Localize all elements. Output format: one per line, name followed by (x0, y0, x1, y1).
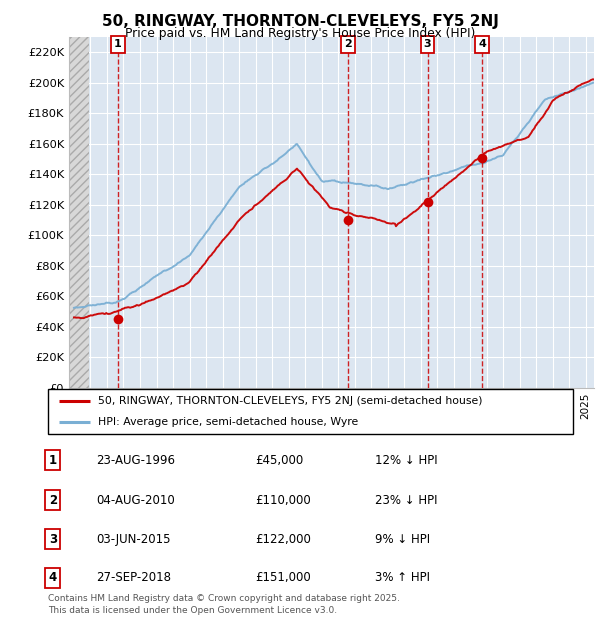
Text: Price paid vs. HM Land Registry's House Price Index (HPI): Price paid vs. HM Land Registry's House … (125, 27, 475, 40)
Text: HPI: Average price, semi-detached house, Wyre: HPI: Average price, semi-detached house,… (98, 417, 358, 427)
Text: 1: 1 (49, 454, 57, 466)
Text: 4: 4 (479, 40, 487, 50)
Text: £122,000: £122,000 (255, 533, 311, 546)
Text: 27-SEP-2018: 27-SEP-2018 (96, 572, 171, 584)
Text: 03-JUN-2015: 03-JUN-2015 (96, 533, 170, 546)
Text: 12% ↓ HPI: 12% ↓ HPI (375, 454, 437, 466)
Text: 50, RINGWAY, THORNTON-CLEVELEYS, FY5 2NJ (semi-detached house): 50, RINGWAY, THORNTON-CLEVELEYS, FY5 2NJ… (98, 396, 482, 406)
Text: 1: 1 (114, 40, 121, 50)
Bar (69, 37, 89, 387)
FancyBboxPatch shape (48, 389, 573, 434)
Text: £110,000: £110,000 (255, 494, 311, 507)
Text: 3% ↑ HPI: 3% ↑ HPI (375, 572, 430, 584)
Text: 9% ↓ HPI: 9% ↓ HPI (375, 533, 430, 546)
Text: 2: 2 (49, 494, 57, 507)
Text: 2: 2 (344, 40, 352, 50)
Text: 4: 4 (49, 572, 57, 584)
Text: Contains HM Land Registry data © Crown copyright and database right 2025.
This d: Contains HM Land Registry data © Crown c… (48, 593, 400, 615)
Text: 23-AUG-1996: 23-AUG-1996 (96, 454, 175, 466)
Text: 23% ↓ HPI: 23% ↓ HPI (375, 494, 437, 507)
Text: £151,000: £151,000 (255, 572, 311, 584)
Text: £45,000: £45,000 (255, 454, 303, 466)
Text: 3: 3 (424, 40, 431, 50)
Text: 3: 3 (49, 533, 57, 546)
Text: 50, RINGWAY, THORNTON-CLEVELEYS, FY5 2NJ: 50, RINGWAY, THORNTON-CLEVELEYS, FY5 2NJ (101, 14, 499, 29)
Text: 04-AUG-2010: 04-AUG-2010 (96, 494, 175, 507)
